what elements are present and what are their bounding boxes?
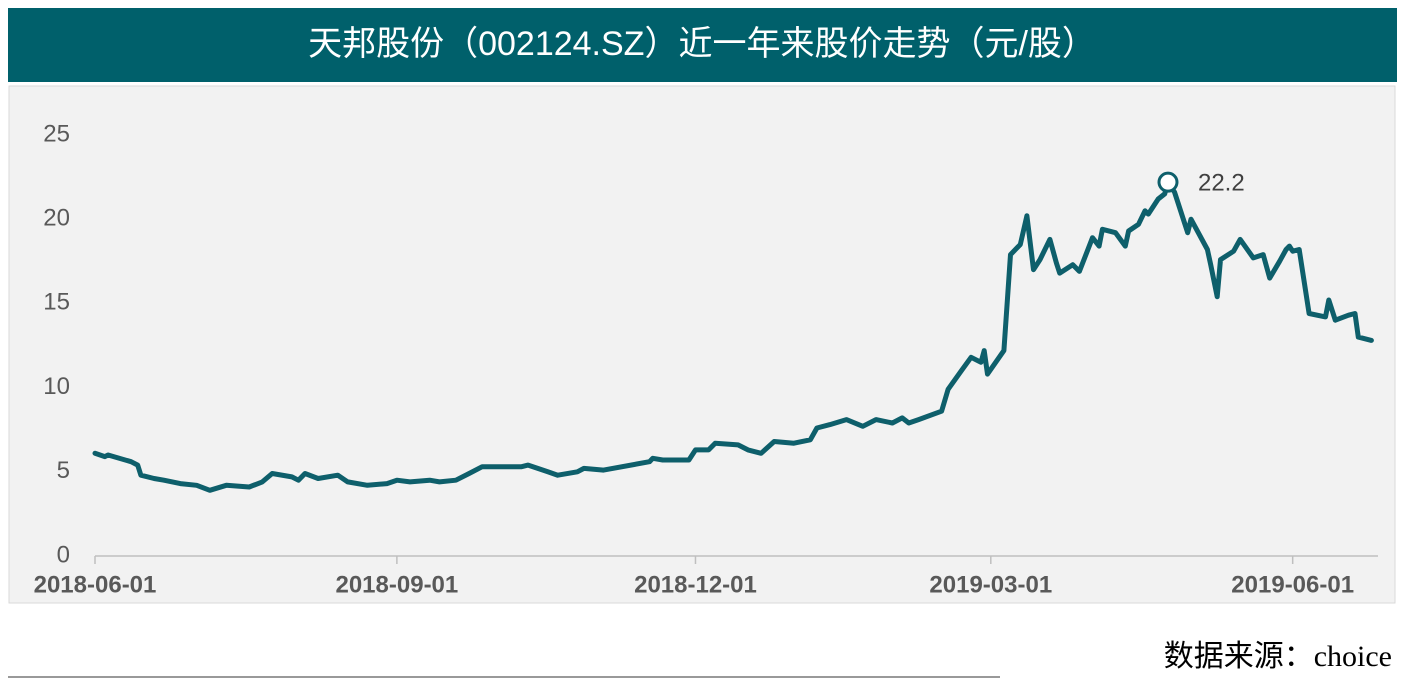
source: 数据来源：choice <box>1164 640 1392 673</box>
peak-marker <box>1157 171 1179 193</box>
x-tick-label: 2019-03-01 <box>929 571 1052 598</box>
y-tick-label: 20 <box>43 205 70 232</box>
y-tick-label: 5 <box>57 457 70 484</box>
x-tick-label: 2018-12-01 <box>634 571 757 598</box>
y-tick-label: 0 <box>57 541 70 568</box>
y-tick-label: 15 <box>43 289 70 316</box>
x-tick-label: 2019-06-01 <box>1231 571 1354 598</box>
price-line <box>92 179 1374 493</box>
x-tick-label: 2018-06-01 <box>34 571 157 598</box>
y-tick-label: 25 <box>43 120 70 147</box>
y-tick-label: 10 <box>43 373 70 400</box>
peak-label: 22.2 <box>1198 169 1245 196</box>
title-band <box>8 8 1397 82</box>
x-tick-label: 2018-09-01 <box>335 571 458 598</box>
chart-title: 天邦股份（002124.SZ）近一年来股价走势（元/股） <box>308 25 1096 63</box>
plot-area <box>8 85 1396 604</box>
